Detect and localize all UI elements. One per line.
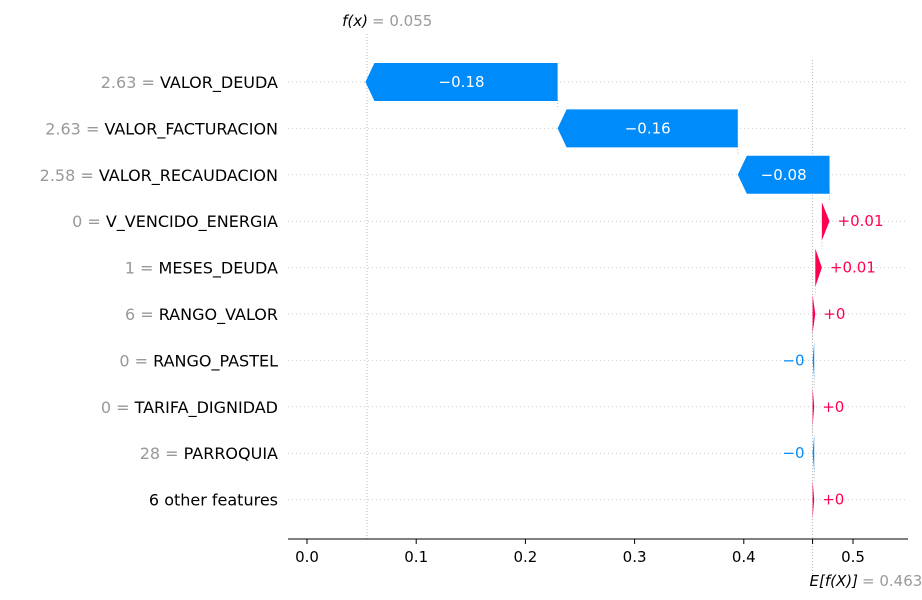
x-axis: 0.0 0.1 0.2 0.3 0.4 0.5: [288, 538, 908, 566]
feature-value: 0 =: [72, 212, 106, 231]
feature-value: 2.63 =: [101, 73, 160, 92]
bar-value-label: +0.01: [830, 259, 876, 277]
feature-value: 0 =: [119, 351, 153, 370]
feature-label: 1 = MESES_DEUDA: [125, 259, 278, 279]
bar-labels: −0.18 −0.16 −0.08 +0.01 +0.01 +0 −0 +0 −0 +0: [439, 73, 884, 509]
feature-label: 2.58 = VALOR_RECAUDACION: [40, 166, 278, 186]
feature-label: 6 = RANGO_VALOR: [125, 305, 278, 325]
waterfall-bar: [821, 202, 830, 241]
ex-label: E[f(X)]: [810, 572, 859, 590]
waterfall-bar: [557, 109, 738, 148]
bar-value-label: +0: [822, 398, 844, 416]
bar-value-label: −0: [782, 444, 804, 462]
feature-name: 6 other features: [149, 491, 278, 510]
fx-value: = 0.055: [372, 12, 432, 30]
bar-value-label: +0.01: [838, 212, 884, 230]
reference-lines: [366, 34, 831, 574]
feature-label: 2.63 = VALOR_DEUDA: [101, 73, 278, 93]
feature-name: VALOR_RECAUDACION: [99, 166, 278, 186]
feature-label: 0 = RANGO_PASTEL: [119, 351, 278, 371]
feature-name: PARROQUIA: [184, 444, 278, 463]
waterfall-bar: [812, 434, 815, 473]
bar-value-label: −0.16: [625, 119, 671, 137]
feature-value: 6 =: [125, 305, 159, 324]
ex-value: = 0.463: [862, 572, 922, 590]
feature-value: 1 =: [125, 259, 159, 278]
feature-value: 28 =: [140, 444, 184, 463]
fx-label: f(x): [342, 12, 368, 30]
fx-annotation: f(x) = 0.055: [342, 12, 432, 30]
x-tick-label: 0.1: [404, 548, 428, 566]
bar-value-label: −0.18: [439, 73, 485, 91]
feature-name: TARIFA_DIGNIDAD: [134, 398, 278, 418]
feature-label: 2.63 = VALOR_FACTURACION: [45, 119, 278, 139]
feature-name: V_VENCIDO_ENERGIA: [106, 212, 278, 232]
feature-label: 6 other features: [149, 491, 278, 510]
x-tick-label: 0.4: [732, 548, 756, 566]
waterfall-bar: [812, 387, 815, 426]
waterfall-bar: [365, 63, 558, 101]
x-tick-label: 0.0: [295, 548, 319, 566]
bars: [365, 63, 830, 519]
waterfall-bar: [737, 155, 830, 194]
feature-label: 0 = TARIFA_DIGNIDAD: [101, 398, 278, 418]
feature-name: RANGO_VALOR: [159, 305, 278, 325]
x-tick-label: 0.3: [623, 548, 647, 566]
waterfall-bar: [812, 480, 815, 519]
feature-value: 0 =: [101, 398, 135, 417]
waterfall-bar: [815, 248, 822, 287]
ex-annotation: E[f(X)] = 0.463: [810, 572, 922, 590]
feature-name: MESES_DEUDA: [159, 259, 279, 279]
bar-value-label: −0: [782, 351, 804, 369]
feature-value: 2.58 =: [40, 166, 99, 185]
feature-label: 28 = PARROQUIA: [140, 444, 278, 463]
x-tick-label: 0.2: [513, 548, 537, 566]
feature-name: RANGO_PASTEL: [153, 351, 278, 371]
bar-value-label: −0.08: [761, 166, 807, 184]
feature-name: VALOR_DEUDA: [160, 73, 278, 93]
bar-value-label: +0: [823, 305, 845, 323]
feature-value: 2.63 =: [45, 119, 104, 138]
x-tick-label: 0.5: [841, 548, 865, 566]
feature-name: VALOR_FACTURACION: [104, 119, 278, 139]
waterfall-bar: [812, 295, 816, 333]
feature-label: 0 = V_VENCIDO_ENERGIA: [72, 212, 278, 232]
waterfall-bar: [812, 341, 815, 380]
bar-value-label: +0: [822, 491, 844, 509]
